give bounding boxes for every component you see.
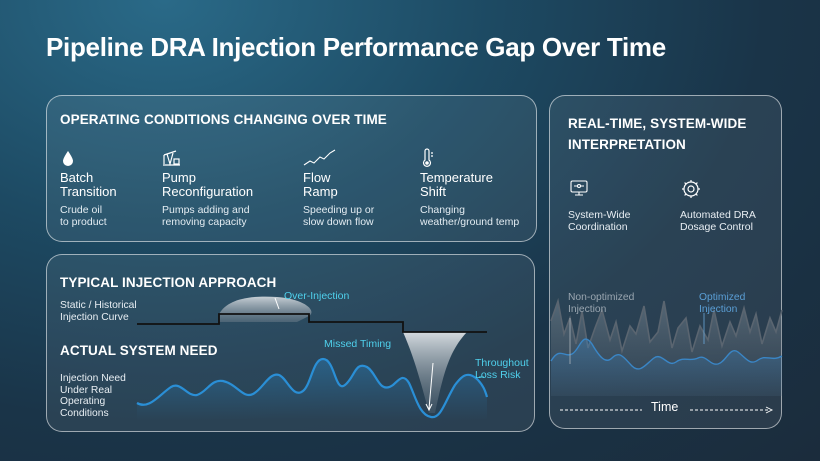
injection-need-fill [137, 359, 487, 420]
injection-diagram [136, 296, 489, 420]
operating-conditions-title: OPERATING CONDITIONS CHANGING OVER TIME [60, 112, 387, 127]
missed-timing-arrow [428, 362, 434, 410]
condition-desc: Crude oil [60, 204, 103, 216]
non-optimized-label-line: Non-optimized [568, 292, 635, 303]
time-axis-arrowhead [765, 406, 774, 414]
optimized-label: Optimized Injection [699, 292, 745, 315]
condition-desc: Pumps adding and [162, 204, 250, 216]
thermometer-icon [422, 148, 433, 167]
item-label: Coordination [568, 220, 628, 233]
throughout-loss-label-line: Throughout [475, 357, 529, 369]
pumpjack-icon [163, 150, 180, 167]
non-optimized-label: Non-optimized Injection [568, 292, 634, 315]
realtime-title: REAL-TIME, SYSTEM-WIDE INTERPRETATION [568, 113, 746, 155]
injection-panel: TYPICAL INJECTION APPROACH Static / Hist… [46, 254, 535, 432]
system-coordination-icon [570, 180, 588, 196]
system-coordination-item: System-Wide Coordination [568, 178, 630, 233]
condition-title: Reconfiguration [162, 184, 254, 199]
condition-temperature-shift: Temperature Shift Changing weather/groun… [420, 148, 535, 228]
non-optimized-label-line: Injection [568, 303, 607, 315]
condition-desc: to product [60, 216, 107, 228]
condition-title: Ramp [303, 184, 338, 199]
injection-need-label-line: Operating [60, 396, 106, 407]
throughout-loss-label-line: Loss Risk [475, 368, 521, 381]
condition-desc: slow down flow [303, 216, 374, 228]
injection-need-curve [136, 357, 489, 419]
condition-desc: weather/ground temp [420, 216, 520, 228]
condition-batch-transition: Batch Transition Crude oil to product [60, 148, 190, 228]
static-curve-label-line: Injection Curve [60, 311, 129, 323]
typical-injection-title: TYPICAL INJECTION APPROACH [60, 275, 277, 290]
over-injection-area [219, 296, 312, 322]
page-title: Pipeline DRA Injection Performance Gap O… [46, 32, 666, 62]
missed-timing-label: Missed Timing [324, 338, 392, 350]
condition-desc: Changing [420, 204, 465, 216]
condition-desc: removing capacity [162, 216, 247, 228]
injection-need-label-line: Injection Need [60, 373, 126, 384]
injection-need-label: Injection Need Under Real Operating Cond… [60, 373, 126, 419]
static-injection-curve [137, 313, 487, 333]
over-injection-label: Over-Injection [284, 290, 350, 302]
realtime-panel: REAL-TIME, SYSTEM-WIDE INTERPRETATION Sy… [549, 95, 783, 429]
static-curve-label: Static / Historical Injection Curve [60, 300, 137, 323]
condition-pump-reconfiguration: Pump Reconfiguration Pumps adding and re… [162, 148, 292, 228]
condition-title: Transition [60, 184, 117, 199]
condition-flow-ramp: Flow Ramp Speeding up or slow down flow [303, 148, 433, 228]
actual-system-need-title: ACTUAL SYSTEM NEED [60, 343, 218, 358]
item-label: Automated DRA [680, 209, 756, 221]
trend-line-icon [303, 149, 336, 166]
automated-dosage-item: Automated DRA Dosage Control [680, 178, 756, 233]
static-curve-label-line: Static / Historical [60, 300, 137, 311]
optimized-line [550, 338, 783, 370]
condition-title: Shift [420, 184, 447, 199]
optimized-label-line: Optimized [699, 292, 746, 303]
injection-need-label-line: Conditions [60, 407, 109, 419]
condition-title: Temperature [420, 170, 493, 185]
item-label: Dosage Control [680, 220, 753, 233]
over-injection-arrow [274, 297, 280, 310]
item-label: System-Wide [568, 209, 631, 221]
condition-title: Flow [303, 170, 331, 185]
realtime-title-line: REAL-TIME, SYSTEM-WIDE [568, 116, 747, 131]
condition-desc: Speeding up or [303, 204, 375, 216]
injection-need-label-line: Under Real [60, 384, 113, 396]
throughout-loss-label: Throughout Loss Risk [475, 357, 529, 381]
realtime-title-line: INTERPRETATION [568, 137, 686, 152]
optimized-label-line: Injection [699, 303, 738, 315]
optimized-area [551, 339, 782, 396]
time-axis-label: Time [651, 400, 679, 414]
condition-title: Batch [60, 170, 94, 185]
condition-title: Pump [162, 170, 196, 185]
droplet-icon [63, 151, 73, 166]
operating-conditions-panel: OPERATING CONDITIONS CHANGING OVER TIME … [46, 95, 537, 242]
non-optimized-line [550, 297, 783, 355]
gear-control-icon [682, 180, 700, 198]
realtime-chart [550, 297, 783, 414]
missed-timing-area [403, 332, 467, 413]
